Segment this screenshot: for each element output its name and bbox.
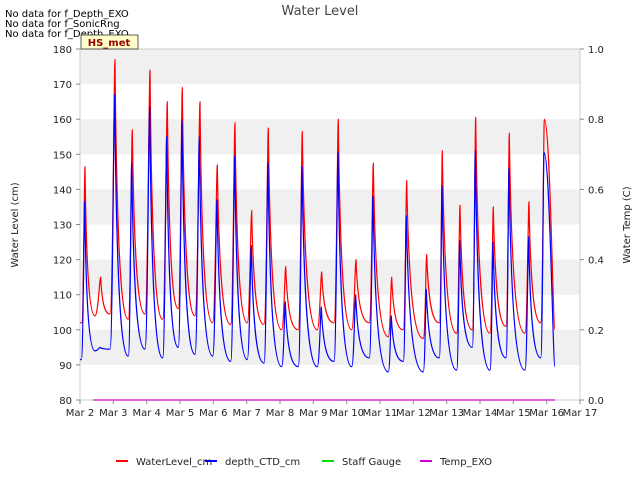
x-tick-label: Mar 14 <box>463 408 498 419</box>
no-data-message-3: No data for f_Depth_EXO <box>5 29 129 40</box>
no-data-message-1: No data for f_Depth_EXO <box>5 9 129 20</box>
y2-axis-label: Water Temp (C) <box>622 186 633 263</box>
y-tick-label: 150 <box>53 150 72 161</box>
grid-bands <box>80 49 580 365</box>
x-tick-label: Mar 2 <box>66 408 94 419</box>
y-tick-label: 90 <box>59 361 72 372</box>
legend: WaterLevel_cm depth_CTD_cm Staff Gauge Temp… <box>116 457 492 468</box>
legend-entry: Temp_EXO <box>439 457 492 468</box>
chart-title: Water Level <box>282 4 359 19</box>
y2-tick-label: 0.6 <box>588 185 604 196</box>
x-tick-label: Mar 13 <box>429 408 464 419</box>
grid-band <box>80 189 580 225</box>
axes: 80 90 100 110 120 130 140 150 160 170 180 0.0 0.2 0.4… <box>53 45 604 419</box>
y-tick-label: 80 <box>59 396 72 407</box>
x-tick-label: Mar 12 <box>396 408 431 419</box>
legend-entry: WaterLevel_cm <box>136 457 212 468</box>
grid-band <box>80 49 580 85</box>
badge-label: HS_met <box>88 38 131 49</box>
no-data-message-2: No data for f_SonicRng <box>5 19 120 30</box>
x-tick-label: Mar 6 <box>199 408 227 419</box>
y2-tick-label: 0.2 <box>588 326 604 337</box>
y-tick-label: 120 <box>53 256 72 267</box>
x-tick-label: Mar 11 <box>363 408 398 419</box>
x-tick-label: Mar 10 <box>329 408 364 419</box>
x-tick-label: Mar 9 <box>299 408 327 419</box>
x-tick-label: Mar 4 <box>132 408 160 419</box>
x-tick-label: Mar 5 <box>166 408 194 419</box>
legend-entry: Staff Gauge <box>342 457 401 468</box>
legend-entry: depth_CTD_cm <box>225 457 300 468</box>
series-line-depth <box>80 94 556 373</box>
y2-tick-label: 1.0 <box>588 45 604 56</box>
y-tick-label: 130 <box>53 221 72 232</box>
series-layer <box>80 58 556 401</box>
x-tick-label: Mar 7 <box>232 408 260 419</box>
hs-met-badge: HS_met <box>80 34 139 50</box>
y2-tick-label: 0.0 <box>588 396 604 407</box>
y-tick-label: 180 <box>53 45 72 56</box>
y-tick-label: 110 <box>53 291 72 302</box>
y-tick-label: 160 <box>53 115 72 126</box>
x-tick-label: Mar 16 <box>529 408 564 419</box>
grid-band <box>80 119 580 155</box>
y-axis-label: Water Level (cm) <box>10 182 21 267</box>
x-tick-label: Mar 3 <box>99 408 127 419</box>
badge-box <box>80 34 139 50</box>
y-tick-label: 140 <box>53 185 72 196</box>
y2-tick-label: 0.4 <box>588 256 604 267</box>
y2-tick-label: 0.8 <box>588 115 604 126</box>
y-tick-label: 100 <box>53 326 72 337</box>
x-tick-label: Mar 17 <box>563 408 598 419</box>
y-tick-label: 170 <box>53 80 72 91</box>
x-tick-label: Mar 8 <box>266 408 294 419</box>
x-tick-label: Mar 15 <box>496 408 531 419</box>
